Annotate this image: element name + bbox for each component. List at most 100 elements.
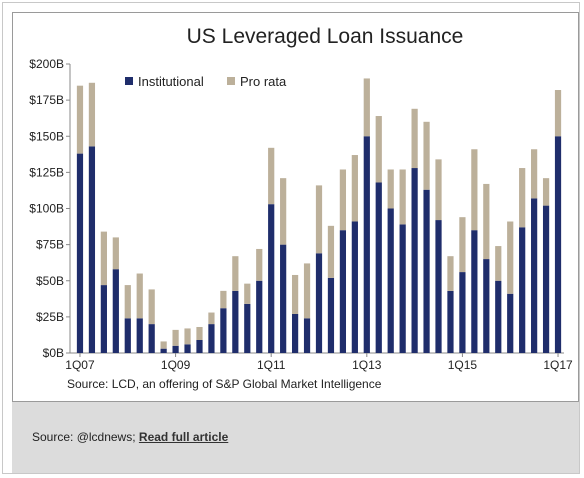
y-tick-label: $75B	[36, 238, 64, 252]
bar-pro-rata	[507, 221, 514, 294]
bar-institutional	[291, 313, 299, 353]
y-tick-label: $150B	[29, 129, 64, 143]
bar-pro-rata	[459, 217, 466, 273]
y-tick-label: $25B	[36, 310, 64, 324]
bar-institutional	[554, 136, 562, 353]
x-tick-label: 1Q17	[543, 358, 573, 372]
bar-pro-rata	[495, 246, 502, 281]
bar-pro-rata	[196, 326, 203, 340]
bar-institutional	[88, 146, 96, 353]
footer-bar: Source: @lcdnews; Read full article	[12, 402, 579, 473]
bar-institutional	[339, 230, 347, 353]
bar-institutional	[435, 220, 442, 353]
bar-pro-rata	[303, 263, 311, 319]
bar-institutional	[411, 168, 418, 353]
bar-institutional	[220, 308, 227, 353]
bar-pro-rata	[172, 329, 179, 346]
embed-frame: US Leveraged Loan Issuance $0B $25B $50B $75…	[2, 2, 580, 474]
bar-pro-rata	[232, 256, 239, 291]
bar-pro-rata	[375, 116, 382, 183]
bar-institutional	[531, 198, 538, 353]
bar-institutional	[303, 318, 311, 353]
bar-institutional	[208, 324, 215, 353]
bar-institutional	[459, 272, 466, 353]
bar-pro-rata	[280, 178, 287, 245]
x-tick-label: 1Q09	[161, 358, 191, 372]
bar-pro-rata	[387, 169, 394, 209]
y-tick-label: $0B	[43, 346, 64, 360]
bar-institutional	[471, 230, 478, 353]
bar-pro-rata	[256, 248, 263, 281]
bar-pro-rata	[519, 168, 526, 228]
bar-pro-rata	[435, 159, 442, 221]
bar-pro-rata	[268, 147, 275, 205]
bar-pro-rata	[471, 149, 478, 231]
chart-panel: US Leveraged Loan Issuance $0B $25B $50B $75…	[12, 12, 579, 402]
bar-pro-rata	[483, 183, 490, 260]
bar-pro-rata	[76, 85, 84, 154]
bar-pro-rata	[542, 178, 550, 206]
bar-pro-rata	[531, 149, 538, 199]
footer-source-text: Source: @lcdnews;	[32, 430, 139, 444]
x-tick-label: 1Q15	[448, 358, 478, 372]
x-tick-label: 1Q07	[65, 358, 95, 372]
bar-pro-rata	[100, 231, 107, 286]
bar-pro-rata	[315, 185, 323, 254]
bar-pro-rata	[291, 274, 299, 314]
bar-institutional	[184, 344, 191, 353]
bar-institutional	[136, 318, 143, 353]
bar-institutional	[76, 153, 84, 353]
legend-label: Pro rata	[240, 74, 287, 89]
bar-institutional	[244, 303, 251, 353]
bar-pro-rata	[112, 237, 119, 270]
bar-pro-rata	[351, 155, 358, 222]
bar-institutional	[495, 280, 502, 353]
bar-pro-rata	[554, 90, 562, 137]
footer-text: Source: @lcdnews; Read full article	[32, 430, 228, 444]
bar-institutional	[148, 324, 155, 353]
bar-institutional	[268, 204, 275, 353]
bar-pro-rata	[423, 121, 430, 190]
bar-institutional	[256, 280, 263, 353]
bar-institutional	[196, 339, 203, 353]
bar-institutional	[519, 227, 526, 353]
bar-pro-rata	[136, 273, 143, 319]
bar-pro-rata	[447, 256, 454, 291]
bar-institutional	[399, 224, 406, 353]
bar-institutional	[447, 290, 454, 353]
bar-pro-rata	[88, 82, 96, 147]
read-full-article-link[interactable]: Read full article	[138, 430, 229, 444]
loan-issuance-chart: US Leveraged Loan Issuance $0B $25B $50B $75…	[29, 25, 573, 391]
bar-pro-rata	[160, 341, 167, 349]
bar-pro-rata	[148, 289, 155, 325]
bar-institutional	[172, 345, 179, 353]
chart-source: Source: LCD, an offering of S&P Global M…	[67, 377, 382, 391]
y-tick-label: $175B	[29, 93, 64, 107]
y-tick-label: $50B	[36, 274, 64, 288]
legend-swatch	[125, 77, 133, 85]
x-tick-label: 1Q13	[352, 358, 382, 372]
bar-pro-rata	[220, 290, 227, 309]
bar-institutional	[387, 208, 394, 353]
bar-pro-rata	[327, 225, 335, 278]
legend-swatch	[227, 77, 235, 85]
chart-title: US Leveraged Loan Issuance	[187, 25, 464, 48]
y-tick-label: $100B	[29, 202, 64, 216]
bar-pro-rata	[184, 328, 191, 345]
bar-institutional	[542, 205, 550, 353]
legend-label: Institutional	[138, 74, 204, 89]
bar-institutional	[124, 318, 131, 353]
bar-institutional	[351, 221, 358, 353]
bar-institutional	[160, 348, 167, 353]
x-tick-label: 1Q11	[257, 358, 286, 372]
bar-pro-rata	[208, 312, 215, 325]
bar-institutional	[423, 189, 430, 353]
bar-institutional	[232, 290, 239, 353]
bar-institutional	[112, 269, 119, 353]
y-tick-label: $200B	[29, 57, 64, 71]
bar-institutional	[375, 182, 382, 353]
bar-institutional	[327, 277, 335, 353]
bar-pro-rata	[399, 169, 406, 225]
bar-institutional	[315, 253, 323, 353]
bar-pro-rata	[339, 169, 347, 231]
